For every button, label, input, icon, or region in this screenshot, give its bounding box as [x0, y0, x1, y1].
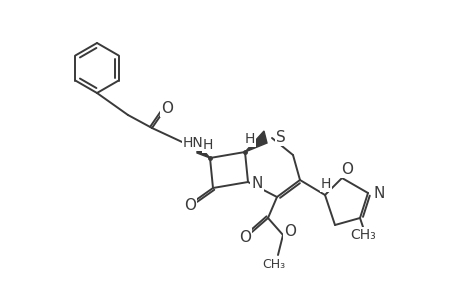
Polygon shape: [196, 143, 210, 158]
Text: S: S: [275, 130, 285, 145]
Text: CH₃: CH₃: [262, 259, 285, 272]
Text: O: O: [184, 197, 196, 212]
Text: N: N: [373, 187, 384, 202]
Text: O: O: [239, 230, 251, 244]
Polygon shape: [245, 131, 266, 152]
Text: H: H: [244, 132, 255, 146]
Text: CH₃: CH₃: [349, 228, 375, 242]
Text: O: O: [340, 161, 352, 176]
Text: H: H: [320, 177, 330, 191]
Text: H: H: [202, 138, 213, 152]
Text: HN: HN: [182, 136, 203, 150]
Text: O: O: [161, 100, 173, 116]
Text: O: O: [283, 224, 295, 239]
Text: N: N: [251, 176, 262, 190]
